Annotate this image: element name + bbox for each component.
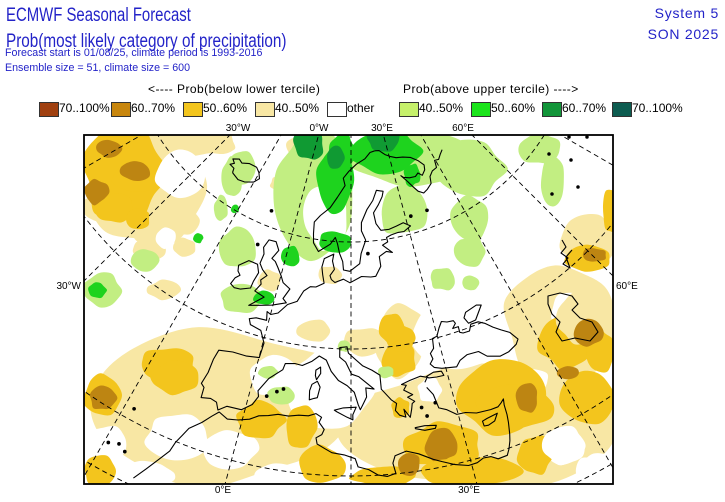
svg-text:30°W: 30°W [226,123,251,134]
svg-text:30°E: 30°E [371,123,393,134]
svg-text:60°E: 60°E [616,281,638,292]
svg-text:0°E: 0°E [215,485,232,496]
svg-text:30°W: 30°W [56,281,81,292]
svg-text:30°E: 30°E [458,485,480,496]
svg-text:60°E: 60°E [452,123,474,134]
svg-text:0°W: 0°W [310,123,330,134]
